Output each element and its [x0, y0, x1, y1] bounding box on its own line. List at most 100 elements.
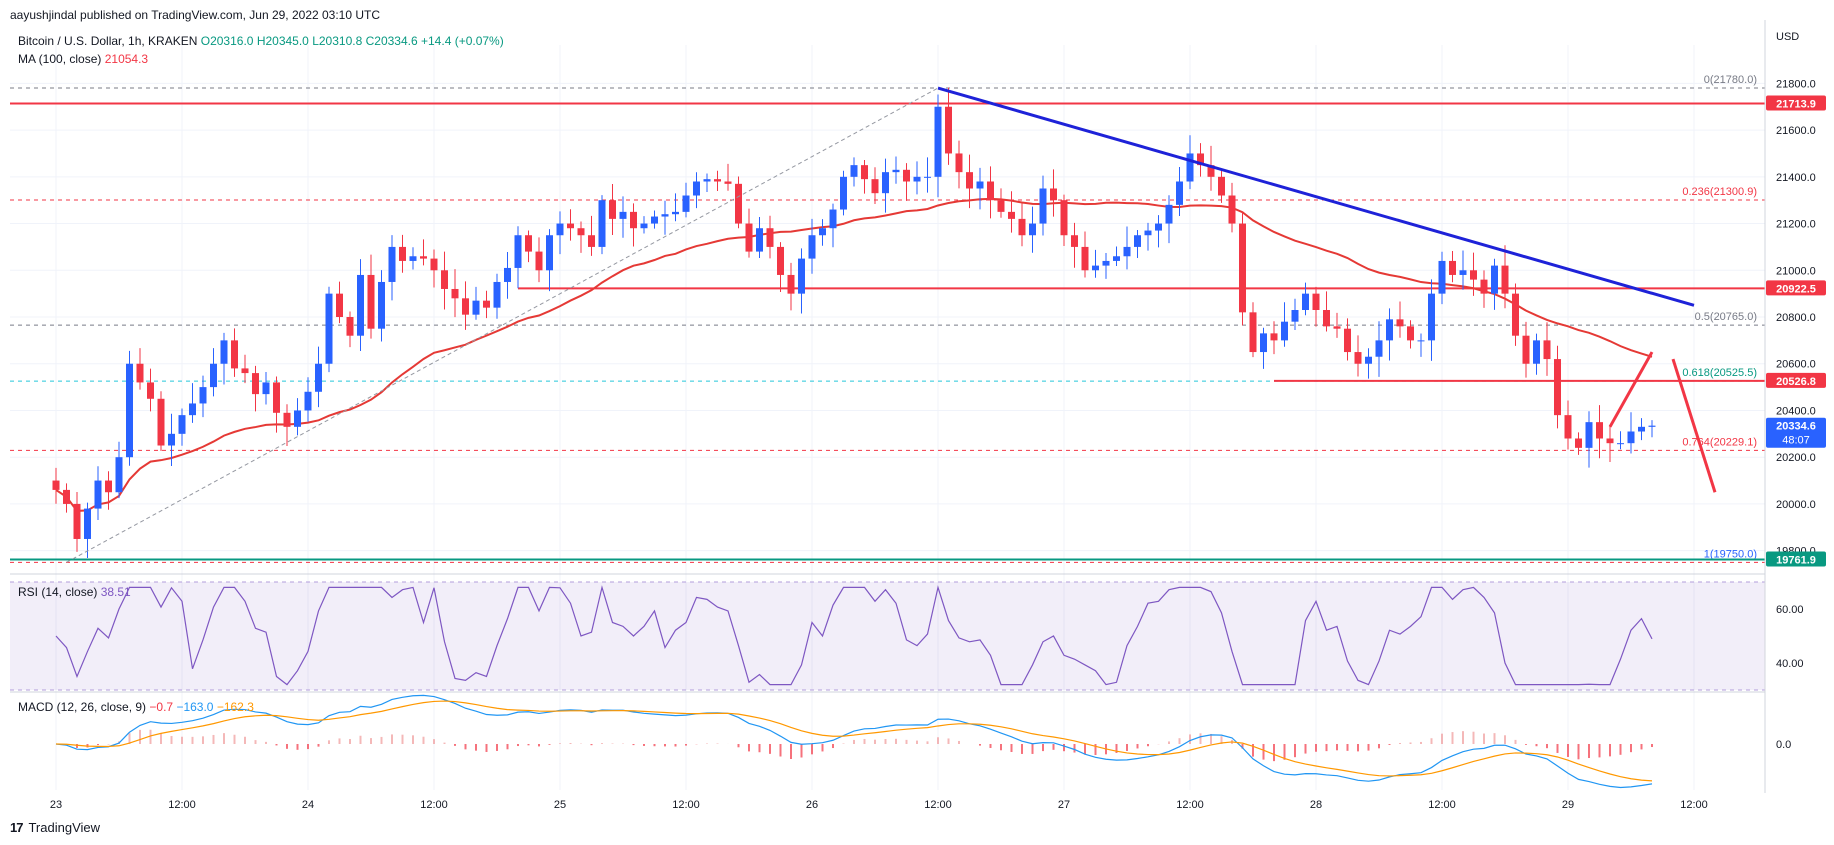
- fib-level-label: 0.618(20525.5): [1682, 367, 1757, 379]
- projection-line: [1671, 358, 1717, 493]
- candle-body: [703, 179, 711, 182]
- candle-body: [682, 195, 690, 212]
- candle-body: [199, 387, 207, 404]
- publisher-line: aayushjindal published on TradingView.co…: [10, 8, 381, 22]
- candle-body: [735, 183, 742, 224]
- candle-body: [1239, 223, 1246, 313]
- candle-body: [1491, 265, 1498, 294]
- candle-body: [1134, 235, 1141, 247]
- candle-body: [1480, 279, 1488, 294]
- candle-body: [441, 270, 448, 289]
- price-tick-label: 20800.0: [1776, 312, 1816, 324]
- time-tick-label: 12:00: [1680, 799, 1708, 811]
- candle-body: [1564, 415, 1572, 439]
- candle-body: [525, 235, 532, 252]
- candle-body: [1302, 293, 1309, 310]
- level-lines: 0(21780.0) 0.236(21300.9) 0.5(20765.0) 0.61…: [10, 74, 1765, 563]
- candle-body: [934, 106, 942, 177]
- candle-body: [388, 246, 396, 282]
- rsi-value: 38.51: [100, 585, 131, 599]
- time-tick-label: 12:00: [420, 799, 448, 811]
- candle-body: [903, 169, 910, 182]
- candle-body: [1102, 260, 1110, 266]
- candle-body: [1512, 293, 1519, 336]
- candle-body: [409, 256, 417, 261]
- candle-body: [1029, 223, 1036, 236]
- time-tick-label: 12:00: [1176, 799, 1204, 811]
- ma-value: 21054.3: [104, 52, 149, 66]
- price-tag: [1766, 551, 1826, 567]
- candle-body: [73, 503, 81, 539]
- candle-body: [1081, 246, 1089, 271]
- candle-body: [1596, 422, 1603, 439]
- candle-body: [336, 293, 343, 318]
- price-tick-label: 21200.0: [1776, 219, 1816, 231]
- candle-body: [1249, 312, 1257, 353]
- candle-body: [1218, 176, 1225, 196]
- candle-body: [294, 410, 301, 427]
- ma-legend[interactable]: MA (100, close) 21054.3: [18, 52, 148, 66]
- candle-body: [1543, 340, 1551, 360]
- fib-level-label: 0.764(20229.1): [1682, 436, 1757, 448]
- ma-line: [55, 197, 1653, 512]
- candle-body: [987, 181, 994, 201]
- candle-body: [1291, 310, 1299, 322]
- symbol-line: Bitcoin / U.S. Dollar, 1h, KRAKEN O20316…: [18, 34, 504, 48]
- macd-label: MACD (12, 26, close, 9): [18, 700, 147, 714]
- candle-body: [493, 281, 501, 308]
- time-tick-label: 26: [806, 799, 818, 811]
- candle-body: [1438, 260, 1446, 294]
- tradingview-logo[interactable]: 17 TradingView: [10, 820, 100, 835]
- price-tick-label: 21000.0: [1776, 265, 1816, 277]
- candle-body: [745, 223, 753, 252]
- candle-body: [94, 480, 102, 509]
- price-tag: [1766, 95, 1826, 111]
- candle-body: [315, 363, 322, 392]
- candle-body: [840, 176, 847, 210]
- rsi-tick-label: 60.00: [1776, 604, 1804, 616]
- candle-body: [1365, 356, 1372, 364]
- projection-line: [1608, 351, 1654, 428]
- candle-body: [220, 340, 228, 364]
- candle-body: [252, 373, 259, 395]
- price-tag-label: 20526.8: [1776, 376, 1816, 388]
- candle-body: [273, 382, 280, 413]
- axes: 21800.0 21600.0 21400.0 21200.0 21000.0 20800…: [10, 20, 1826, 811]
- price-tag: [1766, 280, 1826, 296]
- price-tag-countdown: 48:07: [1782, 435, 1810, 447]
- rsi-band: [10, 582, 1765, 690]
- time-tick-label: 12:00: [924, 799, 952, 811]
- candle-body: [1554, 359, 1561, 416]
- candle-body: [724, 181, 732, 184]
- candle-body: [504, 267, 511, 282]
- fib-level-label: 0.236(21300.9): [1682, 186, 1757, 198]
- candle-body: [1008, 211, 1015, 219]
- candle-body: [1113, 256, 1120, 261]
- time-tick-label: 25: [554, 799, 566, 811]
- candle-body: [1638, 426, 1645, 432]
- macd-legend[interactable]: MACD (12, 26, close, 9) −0.7 −163.0 −162…: [18, 700, 254, 714]
- candle-body: [126, 363, 133, 458]
- candle-body: [304, 391, 312, 411]
- candle-body: [1386, 319, 1393, 341]
- candle-body: [1333, 326, 1341, 329]
- candle-body: [1050, 188, 1057, 201]
- candle-body: [882, 172, 889, 194]
- fib-level-label: 0(21780.0): [1704, 74, 1757, 86]
- candle-body: [472, 300, 480, 315]
- candle-body: [367, 274, 375, 329]
- fib-level-label: 0.5(20765.0): [1695, 311, 1757, 323]
- rsi-legend[interactable]: RSI (14, close) 38.51: [18, 585, 131, 599]
- ma100-line: [55, 197, 1653, 512]
- ohlc-open: O20316.0: [200, 34, 254, 48]
- candle-body: [1648, 425, 1656, 427]
- candle-body: [1459, 270, 1467, 275]
- rsi-line: [55, 585, 1653, 686]
- candle-body: [1197, 153, 1204, 166]
- candle-body: [1039, 188, 1047, 224]
- symbol-title[interactable]: Bitcoin / U.S. Dollar, 1h, KRAKEN: [18, 34, 198, 48]
- candle-body: [892, 169, 900, 173]
- candle-body: [672, 211, 679, 215]
- candle-body: [1627, 431, 1635, 444]
- candle-body: [829, 209, 837, 229]
